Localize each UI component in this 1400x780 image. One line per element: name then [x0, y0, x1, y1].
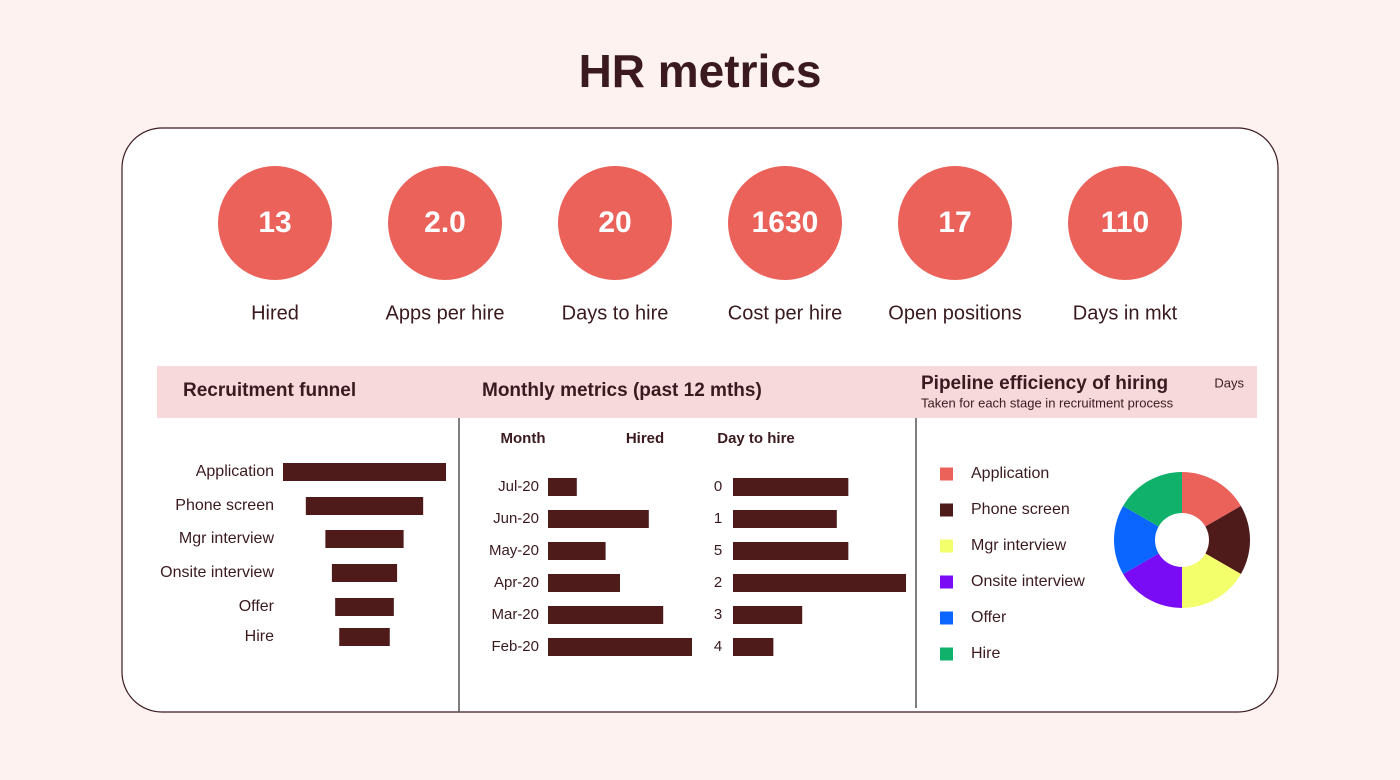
category-label: Mgr interview — [179, 530, 275, 547]
bar — [733, 574, 906, 592]
kpi-label: Apps per hire — [386, 302, 505, 324]
bar — [325, 530, 404, 548]
pie-slice — [1113, 506, 1159, 574]
category-label: Mar-20 — [491, 606, 539, 623]
kpi-circle — [558, 166, 672, 280]
bar — [548, 478, 577, 496]
kpi-label: Hired — [251, 302, 299, 324]
legend-label: Hire — [971, 645, 1000, 662]
kpi-circle — [1068, 166, 1182, 280]
legend-label: Offer — [971, 609, 1007, 626]
kpi-label: Days to hire — [562, 302, 669, 324]
kpi-value: 2.0 — [424, 206, 466, 239]
bar — [548, 606, 664, 624]
bar — [548, 574, 620, 592]
chart-subtitle: Taken for each stage in recruitment proc… — [921, 395, 1174, 410]
kpi-value: 13 — [258, 206, 291, 239]
category-label: Onsite interview — [160, 564, 274, 581]
category-label: 3 — [714, 606, 722, 623]
category-label: 0 — [714, 478, 722, 495]
kpi-value: 110 — [1101, 206, 1149, 239]
legend-swatch — [940, 611, 953, 625]
category-label: Offer — [239, 598, 275, 615]
bar — [733, 478, 849, 496]
category-label: Jul-20 — [498, 478, 539, 495]
chart-title: Recruitment funnel — [183, 380, 356, 401]
legend-label: Mgr interview — [971, 537, 1067, 554]
header-band — [157, 366, 1257, 418]
bar — [733, 606, 803, 624]
bar — [283, 463, 446, 481]
kpi-circle — [218, 166, 332, 280]
category-label: Feb-20 — [491, 638, 539, 655]
pie-slice — [1123, 472, 1182, 527]
category-label: Apr-20 — [494, 574, 539, 591]
bar — [548, 510, 649, 528]
kpi-circle — [898, 166, 1012, 280]
legend-swatch — [940, 575, 953, 589]
bar — [305, 497, 424, 515]
kpi-circle — [728, 166, 842, 280]
kpi-value: 1630 — [752, 206, 819, 239]
pie-slice — [1205, 506, 1251, 574]
pie-slice — [1123, 553, 1182, 608]
bar — [733, 510, 837, 528]
legend-label: Onsite interview — [971, 573, 1085, 590]
column-header: Day to hire — [717, 430, 795, 447]
category-label: 1 — [714, 510, 722, 527]
category-label: 2 — [714, 574, 722, 591]
legend-label: Application — [971, 465, 1049, 482]
category-label: Phone screen — [175, 497, 274, 514]
category-label: May-20 — [489, 542, 539, 559]
kpi-label: Cost per hire — [728, 302, 843, 324]
kpi-label: Open positions — [888, 302, 1021, 324]
legend-swatch — [940, 647, 953, 661]
legend-swatch — [940, 503, 953, 517]
category-label: Hire — [245, 628, 274, 645]
bar — [331, 564, 398, 582]
category-label: Jun-20 — [493, 510, 539, 527]
bar — [548, 542, 606, 560]
category-label: 5 — [714, 542, 722, 559]
card — [121, 127, 1279, 713]
bar — [548, 638, 692, 656]
kpi-circle — [388, 166, 502, 280]
pie-slice — [1182, 553, 1241, 608]
legend-swatch — [940, 539, 953, 553]
kpi-label: Days in mkt — [1073, 302, 1178, 324]
bar — [339, 628, 390, 646]
bar — [335, 598, 394, 616]
page-title: HR metrics — [579, 45, 822, 97]
kpi-value: 20 — [598, 206, 631, 239]
column-header: Month — [501, 430, 546, 447]
bar — [733, 638, 774, 656]
column-header: Hired — [626, 430, 664, 447]
legend-swatch — [940, 467, 953, 481]
category-label: Application — [196, 463, 274, 480]
legend-label: Phone screen — [971, 501, 1070, 518]
pie-slice — [1182, 472, 1241, 527]
category-label: 4 — [714, 638, 722, 655]
annotation: Days — [1214, 375, 1244, 390]
chart-title: Monthly metrics (past 12 mths) — [482, 380, 762, 401]
chart-title: Pipeline efficiency of hiring — [921, 373, 1168, 394]
kpi-value: 17 — [938, 206, 971, 239]
bar — [733, 542, 849, 560]
